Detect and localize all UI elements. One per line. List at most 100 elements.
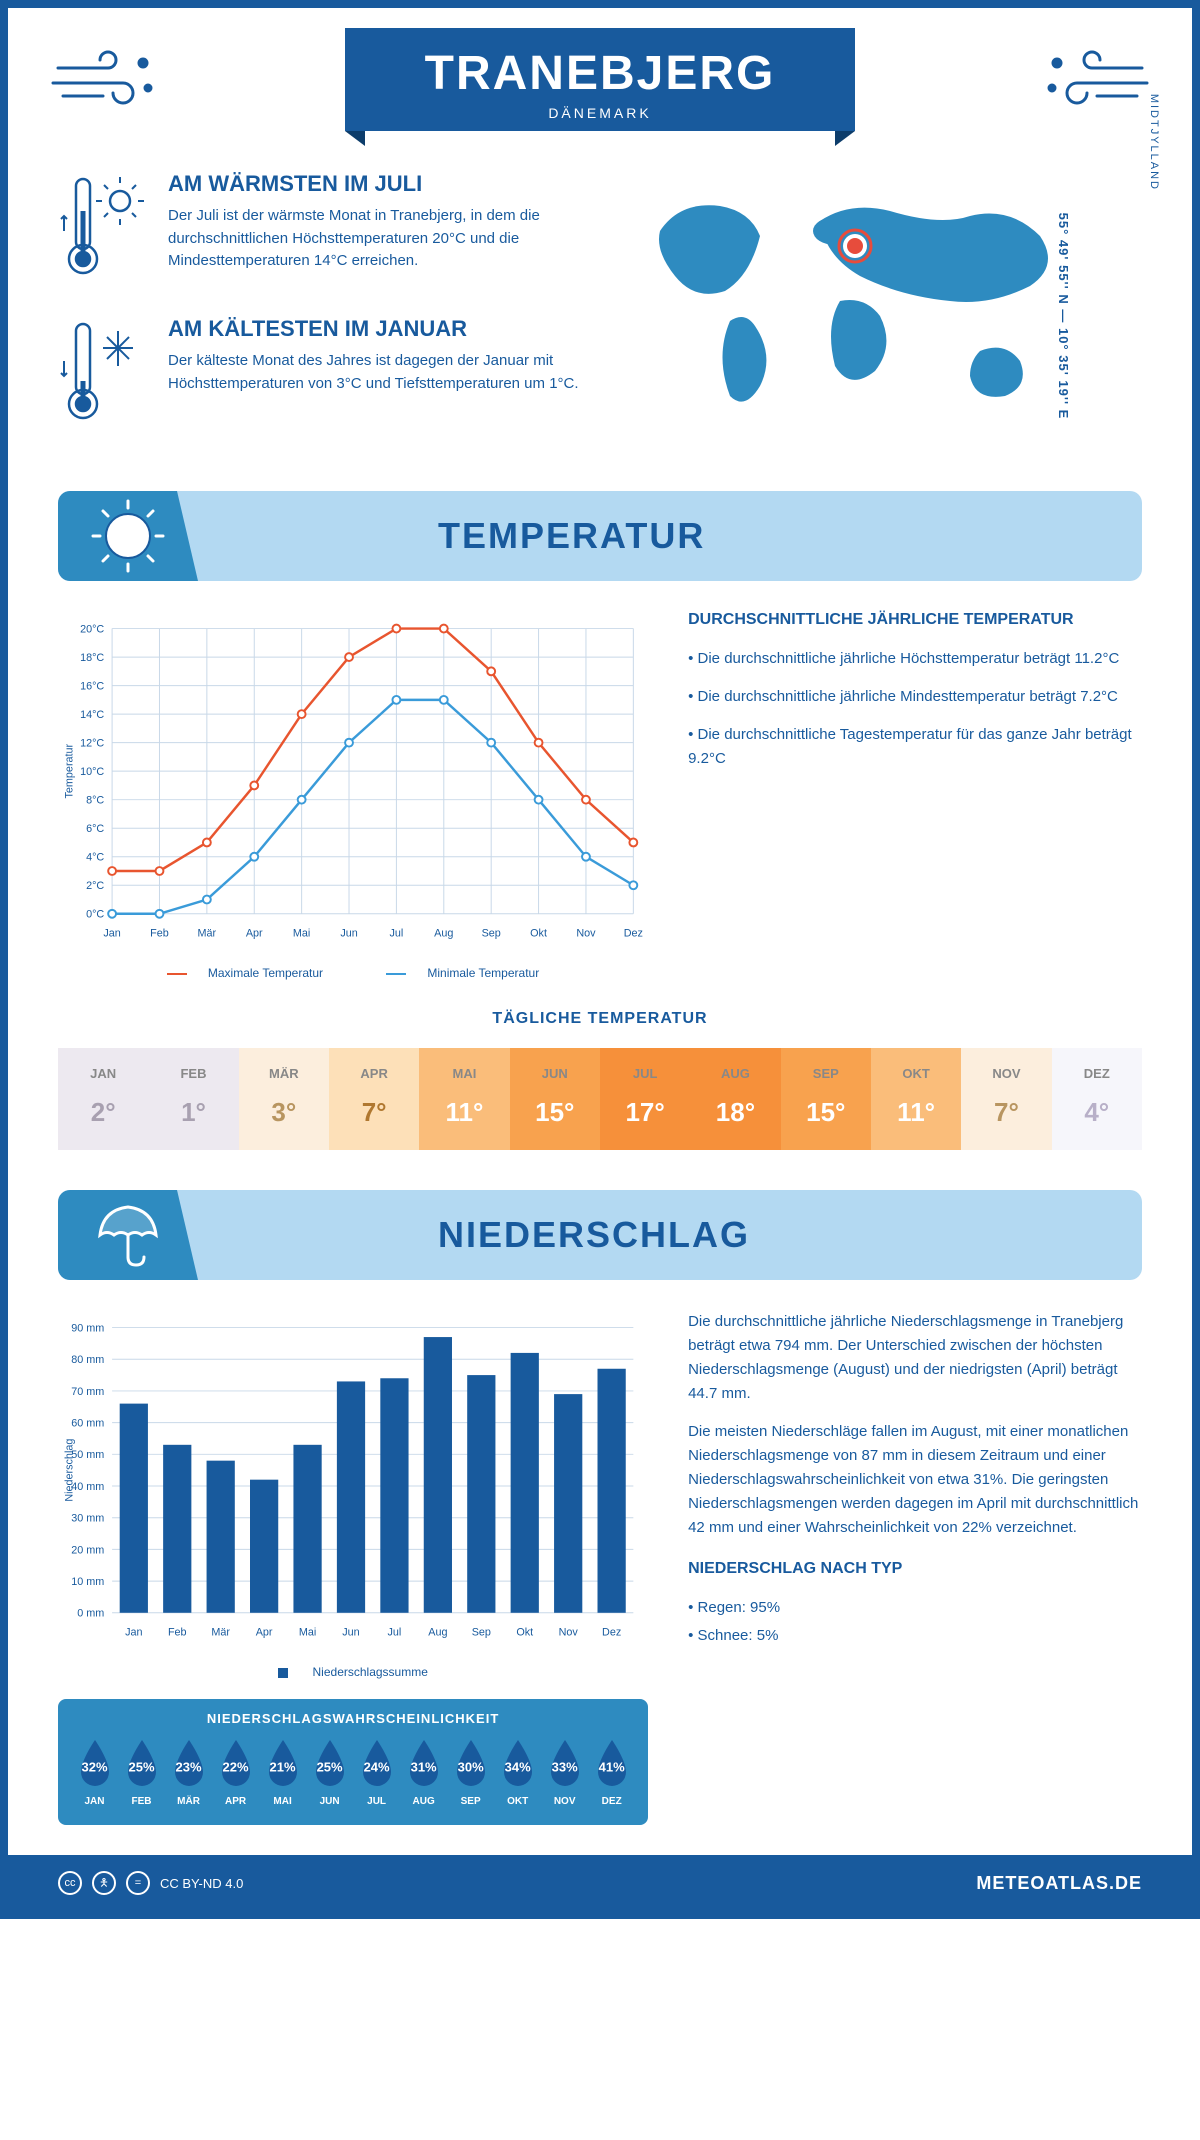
world-map-icon (620, 171, 1100, 431)
title-banner: TRANEBJERG DÄNEMARK (345, 28, 856, 131)
precip-drop: 22%APR (214, 1738, 257, 1807)
precip-type-bullet: • Schnee: 5% (688, 1624, 1142, 1648)
svg-text:Jun: Jun (340, 927, 357, 939)
precip-drop: 24%JUL (355, 1738, 398, 1807)
precip-chart-col: 0 mm10 mm20 mm30 mm40 mm50 mm60 mm70 mm8… (58, 1310, 648, 1825)
warmest-desc: Der Juli ist der wärmste Monat in Traneb… (168, 205, 580, 273)
precip-drop: 41%DEZ (590, 1738, 633, 1807)
svg-text:Temperatur: Temperatur (64, 743, 76, 798)
svg-text:Feb: Feb (168, 1626, 187, 1638)
temp-text-col: DURCHSCHNITTLICHE JÄHRLICHE TEMPERATUR •… (688, 611, 1142, 980)
svg-text:0 mm: 0 mm (77, 1608, 104, 1620)
coordinates: 55° 49' 55'' N — 10° 35' 19'' E (1056, 213, 1071, 420)
temp-cell: DEZ4° (1052, 1048, 1142, 1150)
svg-text:18°C: 18°C (80, 652, 104, 664)
temp-bullet: • Die durchschnittliche jährliche Höchst… (688, 647, 1142, 671)
svg-text:10 mm: 10 mm (71, 1576, 104, 1588)
drop-row: 32%JAN25%FEB23%MÄR22%APR21%MAI25%JUN24%J… (73, 1738, 633, 1807)
wind-icon (48, 38, 168, 123)
world-map-container: MIDTJYLLAND 55° 49' 55'' N — 10° 35' 19'… (620, 171, 1142, 461)
svg-text:Feb: Feb (150, 927, 169, 939)
umbrella-icon (58, 1190, 198, 1280)
legend-min: Minimale Temperatur (371, 966, 554, 980)
svg-text:Apr: Apr (246, 927, 263, 939)
precip-drop: 31%AUG (402, 1738, 445, 1807)
svg-text:Nov: Nov (576, 927, 596, 939)
svg-text:4°C: 4°C (86, 852, 104, 864)
sun-icon (58, 491, 198, 581)
svg-text:12°C: 12°C (80, 738, 104, 750)
svg-text:Aug: Aug (428, 1626, 447, 1638)
temp-cell: APR7° (329, 1048, 419, 1150)
svg-text:80 mm: 80 mm (71, 1354, 104, 1366)
coldest-title: AM KÄLTESTEN IM JANUAR (168, 316, 580, 342)
temp-title: TEMPERATUR (438, 515, 705, 557)
footer-brand: METEOATLAS.DE (976, 1873, 1142, 1894)
svg-text:40 mm: 40 mm (71, 1481, 104, 1493)
page-subtitle: DÄNEMARK (425, 105, 776, 121)
svg-text:0°C: 0°C (86, 909, 104, 921)
temp-side-title: DURCHSCHNITTLICHE JÄHRLICHE TEMPERATUR (688, 611, 1142, 629)
precip-text: Die meisten Niederschläge fallen im Augu… (688, 1420, 1142, 1540)
svg-text:Okt: Okt (530, 927, 547, 939)
cc-icon: cc (58, 1871, 82, 1895)
svg-text:20°C: 20°C (80, 623, 104, 635)
page-title: TRANEBJERG (425, 46, 776, 101)
precip-drop: 23%MÄR (167, 1738, 210, 1807)
temp-cell: SEP15° (781, 1048, 871, 1150)
precip-text-col: Die durchschnittliche jährliche Niedersc… (688, 1310, 1142, 1825)
temp-line-chart: 0°C 2°C 4°C 6°C 8°C 10°C 12°C 14°C 16°C 18°C 20°C J… (58, 611, 648, 951)
precip-drop: 25%JUN (308, 1738, 351, 1807)
svg-text:Jul: Jul (388, 1626, 402, 1638)
temp-cell: MAI11° (419, 1048, 509, 1150)
intro-facts: AM WÄRMSTEN IM JULI Der Juli ist der wär… (58, 171, 580, 461)
svg-text:50 mm: 50 mm (71, 1449, 104, 1461)
svg-text:Nov: Nov (559, 1626, 579, 1638)
precip-type-bullet: • Regen: 95% (688, 1596, 1142, 1620)
svg-text:2°C: 2°C (86, 880, 104, 892)
header: TRANEBJERG DÄNEMARK (8, 8, 1192, 171)
coldest-desc: Der kälteste Monat des Jahres ist dagege… (168, 350, 580, 395)
temp-cell: AUG18° (690, 1048, 780, 1150)
svg-text:14°C: 14°C (80, 709, 104, 721)
daily-temp-row: JAN2°FEB1°MÄR3°APR7°MAI11°JUN15°JUL17°AU… (58, 1048, 1142, 1150)
svg-text:70 mm: 70 mm (71, 1386, 104, 1398)
svg-text:10°C: 10°C (80, 766, 104, 778)
precip-drop: 25%FEB (120, 1738, 163, 1807)
footer: cc 🯅 = CC BY-ND 4.0 METEOATLAS.DE (8, 1855, 1192, 1911)
svg-text:Sep: Sep (482, 927, 501, 939)
region-label: MIDTJYLLAND (1148, 94, 1160, 191)
svg-text:8°C: 8°C (86, 795, 104, 807)
svg-text:6°C: 6°C (86, 823, 104, 835)
coldest-fact: AM KÄLTESTEN IM JANUAR Der kälteste Mona… (58, 316, 580, 431)
temp-bullet: • Die durchschnittliche jährliche Mindes… (688, 685, 1142, 709)
svg-text:Jul: Jul (390, 927, 404, 939)
temp-cell: JUN15° (510, 1048, 600, 1150)
svg-text:90 mm: 90 mm (71, 1322, 104, 1334)
precip-drop: 32%JAN (73, 1738, 116, 1807)
precip-drop: 34%OKT (496, 1738, 539, 1807)
legend-precip: Niederschlagssumme (263, 1665, 443, 1679)
temp-cell: NOV7° (961, 1048, 1051, 1150)
legend-max: Maximale Temperatur (152, 966, 338, 980)
temp-cell: OKT11° (871, 1048, 961, 1150)
license-text: CC BY-ND 4.0 (160, 1876, 243, 1891)
precip-prob-panel: NIEDERSCHLAGSWAHRSCHEINLICHKEIT 32%JAN25… (58, 1699, 648, 1825)
svg-text:Sep: Sep (472, 1626, 491, 1638)
svg-text:Dez: Dez (624, 927, 643, 939)
svg-text:Jan: Jan (125, 1626, 142, 1638)
temp-section-header: TEMPERATUR (58, 491, 1142, 581)
svg-text:60 mm: 60 mm (71, 1418, 104, 1430)
svg-text:Apr: Apr (256, 1626, 273, 1638)
precip-body: 0 mm10 mm20 mm30 mm40 mm50 mm60 mm70 mm8… (8, 1310, 1192, 1855)
nd-icon: = (126, 1871, 150, 1895)
svg-text:16°C: 16°C (80, 681, 104, 693)
footer-license: cc 🯅 = CC BY-ND 4.0 (58, 1871, 243, 1895)
temp-cell: MÄR3° (239, 1048, 329, 1150)
precip-bar-chart: 0 mm10 mm20 mm30 mm40 mm50 mm60 mm70 mm8… (58, 1310, 648, 1650)
temp-bullet: • Die durchschnittliche Tagestemperatur … (688, 723, 1142, 771)
precip-text: Die durchschnittliche jährliche Niedersc… (688, 1310, 1142, 1406)
svg-text:Dez: Dez (602, 1626, 621, 1638)
precip-drop: 21%MAI (261, 1738, 304, 1807)
svg-text:30 mm: 30 mm (71, 1513, 104, 1525)
